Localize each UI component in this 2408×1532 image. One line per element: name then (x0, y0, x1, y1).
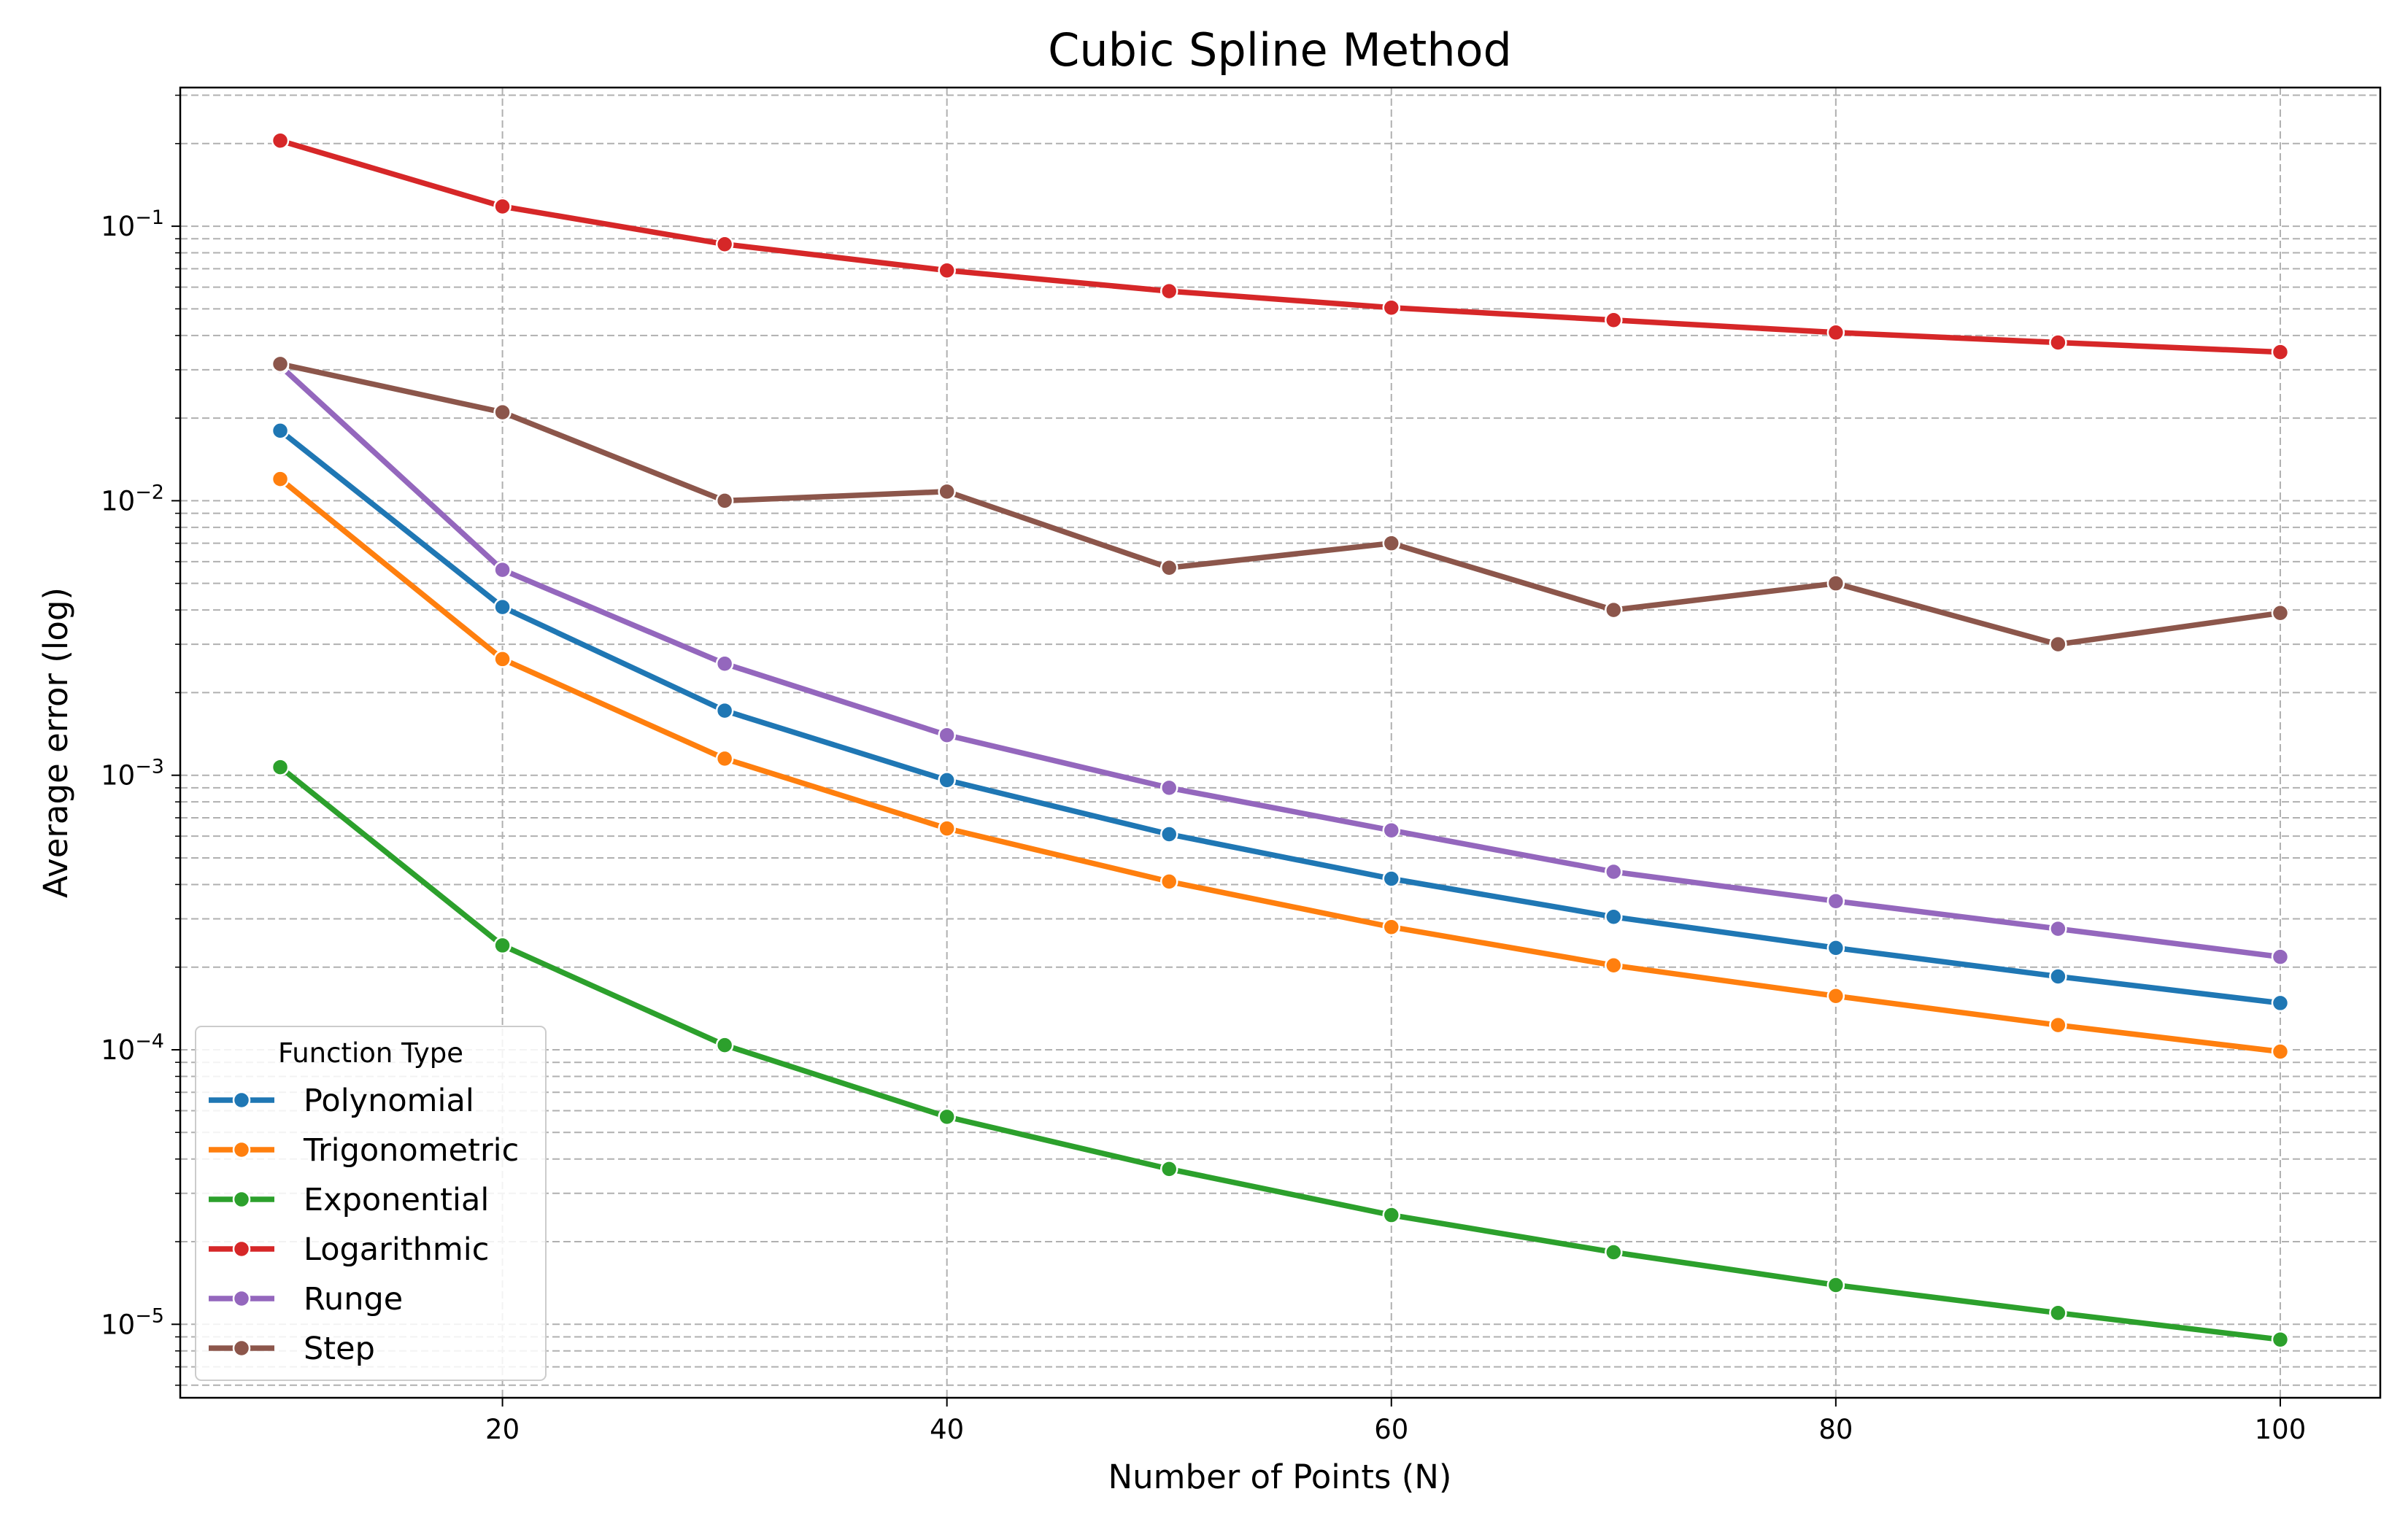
data-point-runge (1826, 891, 1845, 910)
data-point-trigonometric (271, 470, 290, 488)
data-point-runge (2271, 948, 2290, 966)
x-ticks: 20 40 60 80 100 (485, 1398, 2306, 1445)
legend-box (195, 1026, 547, 1381)
data-point-runge (715, 654, 734, 673)
data-point-trigonometric (1382, 918, 1401, 936)
data-point-trigonometric (938, 819, 956, 837)
data-point-exponential (938, 1107, 956, 1126)
legend-marker-trigonometric (232, 1140, 251, 1159)
plot-frame (179, 86, 2382, 1399)
y-axis-label: Average error (log) (36, 587, 75, 898)
data-point-step (1382, 534, 1401, 552)
y-tick-label: 10−1 (101, 206, 164, 242)
x-tick-label: 60 (1374, 1414, 1408, 1445)
data-point-polynomial (271, 422, 290, 440)
series-line-trigonometric (277, 476, 2283, 1055)
data-point-polynomial (1605, 908, 1623, 926)
series-line-exponential (277, 764, 2283, 1342)
data-point-exponential (715, 1036, 734, 1054)
series-line-polynomial (277, 428, 2283, 1006)
series-markers (271, 131, 2290, 1349)
data-point-runge (493, 560, 512, 579)
series-line-logarithmic (277, 138, 2283, 355)
legend-label-polynomial: Polynomial (304, 1083, 474, 1119)
data-point-logarithmic (2049, 333, 2067, 352)
data-point-logarithmic (2271, 343, 2290, 361)
data-point-logarithmic (1826, 323, 1845, 342)
data-point-step (2049, 635, 2067, 654)
x-tick-label: 80 (1818, 1414, 1853, 1445)
data-point-polynomial (1159, 825, 1178, 843)
y-ticks: 10−510−410−310−210−1 (101, 94, 180, 1386)
data-point-polynomial (715, 701, 734, 720)
data-point-exponential (2049, 1304, 2067, 1322)
data-point-logarithmic (938, 261, 956, 279)
data-point-step (1826, 574, 1845, 592)
x-tick-label: 20 (485, 1414, 520, 1445)
data-point-runge (1605, 862, 1623, 881)
data-point-step (938, 482, 956, 501)
legend-marker-logarithmic (232, 1239, 251, 1258)
data-point-trigonometric (1605, 956, 1623, 975)
data-point-trigonometric (1159, 873, 1178, 891)
legend-marker-polynomial (232, 1091, 251, 1110)
legend-marker-exponential (232, 1190, 251, 1209)
data-point-polynomial (1382, 870, 1401, 888)
data-point-exponential (1159, 1160, 1178, 1178)
data-point-logarithmic (1605, 311, 1623, 330)
data-point-runge (2049, 919, 2067, 938)
data-point-runge (938, 726, 956, 744)
legend-label-runge: Runge (304, 1281, 403, 1318)
legend-marker-runge (232, 1289, 251, 1308)
data-point-polynomial (938, 771, 956, 789)
data-point-step (1159, 559, 1178, 577)
data-point-polynomial (2049, 967, 2067, 986)
data-point-exponential (2271, 1330, 2290, 1349)
data-point-logarithmic (493, 197, 512, 216)
x-tick-label: 40 (930, 1414, 964, 1445)
legend-label-trigonometric: Trigonometric (303, 1132, 519, 1169)
data-point-logarithmic (271, 131, 290, 150)
data-point-trigonometric (715, 749, 734, 768)
legend: Function Type Polynomial Trigonometric Exp… (195, 1026, 547, 1381)
data-point-exponential (493, 936, 512, 955)
series-line-runge (277, 363, 2283, 960)
data-point-polynomial (1826, 939, 1845, 957)
legend-items: Polynomial Trigonometric Exponential Logari… (209, 1083, 519, 1367)
grid (180, 88, 2380, 1398)
legend-marker-step (232, 1339, 251, 1358)
data-point-polynomial (2271, 994, 2290, 1013)
data-point-polynomial (493, 597, 512, 616)
data-point-step (715, 492, 734, 510)
x-tick-label: 100 (2255, 1414, 2307, 1445)
series-lines (277, 138, 2283, 1342)
x-axis-label: Number of Points (N) (1108, 1458, 1451, 1496)
data-point-step (2271, 604, 2290, 622)
legend-label-logarithmic: Logarithmic (304, 1231, 489, 1268)
data-point-exponential (1382, 1206, 1401, 1224)
data-point-trigonometric (493, 650, 512, 668)
data-point-exponential (1605, 1243, 1623, 1261)
data-point-runge (1159, 778, 1178, 797)
data-point-trigonometric (2049, 1015, 2067, 1034)
legend-title: Function Type (278, 1037, 463, 1069)
data-point-runge (1382, 821, 1401, 840)
data-point-exponential (271, 758, 290, 776)
data-point-step (271, 355, 290, 374)
series-line-step (277, 361, 2283, 647)
data-point-logarithmic (715, 235, 734, 253)
data-point-trigonometric (1826, 987, 1845, 1005)
data-point-exponential (1826, 1276, 1845, 1294)
data-point-trigonometric (2271, 1042, 2290, 1061)
legend-label-step: Step (304, 1331, 375, 1367)
data-point-logarithmic (1159, 282, 1178, 301)
data-point-step (1605, 600, 1623, 619)
data-point-logarithmic (1382, 298, 1401, 317)
data-point-step (493, 403, 512, 422)
chart-title: Cubic Spline Method (1048, 23, 1512, 77)
legend-label-exponential: Exponential (304, 1182, 489, 1218)
